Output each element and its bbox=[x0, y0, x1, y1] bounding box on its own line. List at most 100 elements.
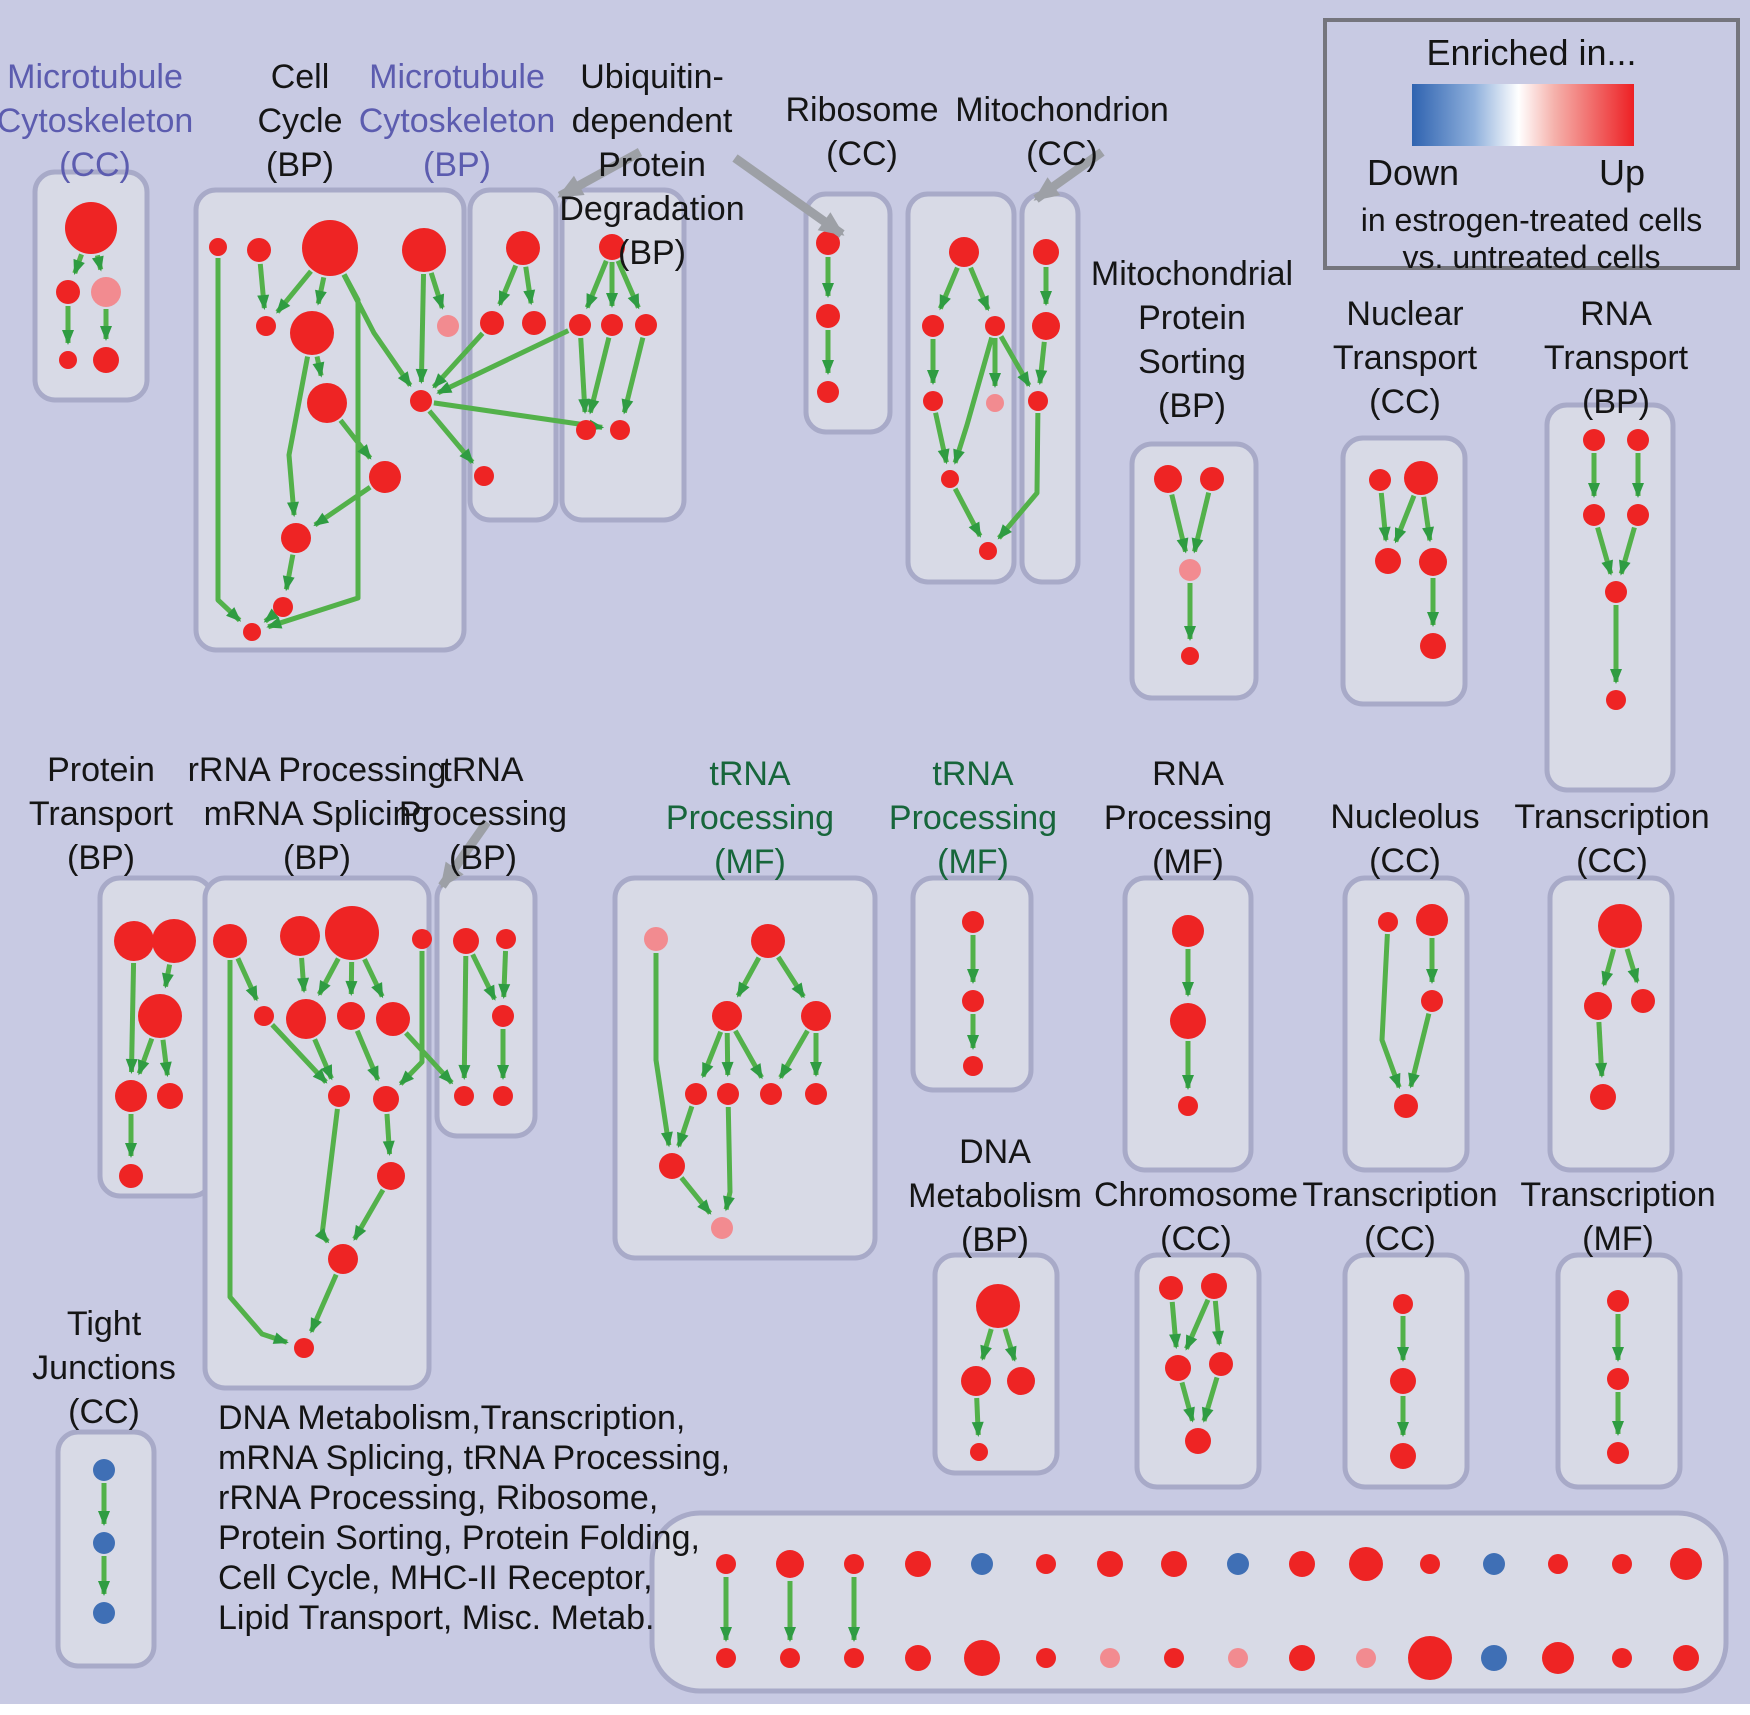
cluster-label-line: Ubiquitin- bbox=[580, 58, 724, 96]
go-term-node-nuc-t bbox=[1416, 904, 1448, 936]
cluster-label-line: Processing bbox=[398, 795, 568, 833]
cluster-box-chrom bbox=[1134, 1252, 1262, 1490]
cluster-label-mt-bp: Microtubule Cytoskeleton (BP) bbox=[359, 55, 556, 187]
cluster-label-line: Junctions bbox=[32, 1349, 176, 1387]
cluster-label-mitochondrion: Mitochondrion (CC) bbox=[955, 88, 1169, 176]
edge-arrow bbox=[275, 269, 313, 314]
go-term-node-rrna-u bbox=[377, 1162, 405, 1190]
edge-arrow bbox=[584, 259, 609, 310]
cluster-label-line: (BP) bbox=[422, 146, 491, 184]
cluster-label-line: Transcription bbox=[1514, 798, 1710, 836]
legend-color-gradient-bar bbox=[1412, 84, 1634, 146]
edge-arrow bbox=[1191, 492, 1212, 554]
edge-arrow bbox=[1002, 1328, 1017, 1362]
matrix-node-bottom bbox=[1408, 1636, 1452, 1680]
go-term-node-rib-A bbox=[949, 237, 979, 267]
edge-arrow bbox=[578, 337, 591, 415]
matrix-node-top bbox=[1097, 1551, 1123, 1577]
go-term-node-nuct-m1 bbox=[1375, 548, 1401, 574]
matrix-node-top bbox=[1036, 1554, 1056, 1574]
cluster-label-line: DNA bbox=[959, 1133, 1031, 1171]
edge-arrow bbox=[317, 957, 341, 997]
cluster-label-protein-transport: Protein Transport (BP) bbox=[29, 748, 173, 880]
edge-arrow bbox=[136, 1037, 155, 1076]
edge-arrow bbox=[933, 412, 950, 465]
go-term-node-cc-a bbox=[209, 238, 227, 256]
cluster-label-line: Chromosome bbox=[1093, 1176, 1299, 1214]
go-term-node-pt-m2 bbox=[157, 1083, 183, 1109]
go-term-node-trnamf2-a bbox=[962, 911, 984, 933]
go-term-node-mito-J bbox=[1032, 312, 1060, 340]
matrix-node-bottom bbox=[1036, 1648, 1056, 1668]
matrix-node-top bbox=[716, 1554, 736, 1574]
go-term-node-pt-a bbox=[114, 921, 154, 961]
edge-arrow bbox=[282, 554, 296, 592]
go-term-node-trnamf2-c bbox=[963, 1056, 983, 1076]
matrix-node-top bbox=[1289, 1551, 1315, 1577]
cluster-label-line: mRNA Splicing bbox=[203, 795, 431, 833]
edge-arrow bbox=[971, 1397, 984, 1438]
matrix-node-bottom bbox=[1356, 1648, 1376, 1668]
note-line: rRNA Processing, Ribosome, bbox=[218, 1479, 659, 1517]
go-term-node-nuct-m2 bbox=[1419, 548, 1447, 576]
edge-arrow bbox=[415, 273, 428, 385]
go-term-node-mtcc-b bbox=[56, 280, 80, 304]
go-term-node-tc2-c bbox=[1390, 1443, 1416, 1469]
cluster-box-rib bbox=[905, 191, 1017, 585]
go-term-node-nuct-b bbox=[1420, 633, 1446, 659]
cluster-label-line: (MF) bbox=[1152, 843, 1224, 881]
legend-down-label: Down bbox=[1366, 152, 1460, 193]
cluster-label-line: (BP) bbox=[618, 234, 686, 272]
go-term-node-rrna-v bbox=[328, 1244, 358, 1274]
go-term-node-pt-bt bbox=[119, 1164, 143, 1188]
go-term-node-ub2-c bbox=[817, 381, 839, 403]
go-term-node-tc2-b bbox=[1390, 1368, 1416, 1394]
go-term-node-tc1-b bbox=[1590, 1084, 1616, 1110]
go-term-node-rrna-t2 bbox=[373, 1086, 399, 1112]
go-term-node-mtcc-a bbox=[65, 202, 117, 254]
cluster-label-line: Protein bbox=[598, 146, 706, 184]
edge-arrow bbox=[257, 263, 270, 311]
go-term-node-mtcc-e bbox=[93, 347, 119, 373]
matrix-node-top bbox=[1670, 1548, 1702, 1580]
cluster-label-line: RNA bbox=[1152, 755, 1224, 793]
edge-arrow bbox=[1169, 1301, 1182, 1350]
go-term-node-rib-C bbox=[985, 316, 1005, 336]
go-term-node-ub2-a bbox=[816, 231, 840, 255]
go-term-node-rrna-s4 bbox=[376, 1002, 410, 1036]
go-term-node-rrna-r4 bbox=[412, 929, 432, 949]
matrix-node-bottom bbox=[844, 1648, 864, 1668]
matrix-node-top bbox=[776, 1550, 804, 1578]
cluster-label-ribosome: Ribosome (CC) bbox=[785, 88, 938, 176]
go-term-node-trnamf1-s1 bbox=[685, 1083, 707, 1105]
go-term-node-tj-a bbox=[93, 1459, 115, 1481]
go-term-node-trnamf2-b bbox=[962, 990, 984, 1012]
edge-arrow bbox=[778, 1029, 810, 1080]
go-term-node-rrna-r2 bbox=[280, 916, 320, 956]
cluster-label-line: (CC) bbox=[1369, 842, 1441, 880]
cluster-label-line: (CC) bbox=[1369, 383, 1441, 421]
cluster-label-line: Processing bbox=[1103, 799, 1273, 837]
go-term-node-nuc-m bbox=[1421, 990, 1443, 1012]
edge-arrow bbox=[980, 1328, 994, 1361]
matrix-node-top bbox=[1227, 1553, 1249, 1575]
edge-arrow bbox=[314, 1108, 340, 1244]
cluster-label-line: (CC) bbox=[1026, 135, 1098, 173]
go-term-node-nuc-s bbox=[1378, 912, 1398, 932]
cluster-label-line: Nucleolus bbox=[1330, 798, 1480, 836]
go-term-node-mitosort-t1 bbox=[1154, 465, 1182, 493]
edge-arrow bbox=[679, 1176, 713, 1215]
edge-arrow bbox=[297, 957, 310, 994]
cluster-label-line: tRNA bbox=[709, 755, 791, 793]
go-term-node-ub1-a bbox=[599, 234, 625, 260]
cluster-box-rrna bbox=[202, 875, 432, 1391]
go-term-node-mtbp-m2 bbox=[522, 311, 546, 335]
go-term-node-tj-b bbox=[93, 1532, 115, 1554]
edge-arrow bbox=[997, 412, 1041, 540]
edge-arrow bbox=[338, 418, 373, 460]
go-term-node-mtbp-m1 bbox=[480, 311, 504, 335]
cluster-label-dna-metabolism: DNA Metabolism (BP) bbox=[908, 1130, 1082, 1262]
go-term-node-rrna-s1 bbox=[254, 1006, 274, 1026]
